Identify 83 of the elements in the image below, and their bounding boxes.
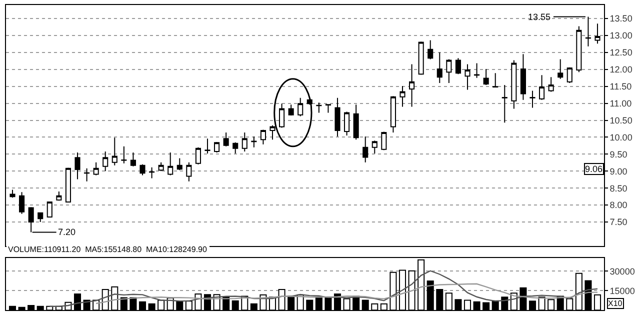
annotation: 9.06	[585, 164, 603, 174]
candlestick	[19, 192, 25, 214]
candlestick	[400, 86, 406, 108]
candlestick	[428, 40, 434, 60]
y-tick-label: 8.00	[610, 200, 628, 210]
line-series	[49, 270, 598, 307]
y-tick-label: 9.50	[610, 149, 628, 160]
candlestick	[279, 103, 285, 128]
y-tick-label: 11.50	[610, 81, 632, 92]
y-tick-label: 12.50	[610, 48, 632, 58]
candlestick	[260, 129, 266, 145]
candlestick	[511, 60, 517, 110]
candlestick	[492, 72, 498, 88]
candlestick	[372, 140, 378, 154]
candlestick	[288, 104, 294, 116]
y-tick-label: 11.00	[610, 98, 632, 108]
candlestick	[325, 104, 331, 114]
candlestick	[204, 138, 210, 154]
candlestick	[232, 142, 238, 154]
candlestick	[158, 162, 164, 172]
candlestick	[214, 141, 220, 153]
candlestick	[381, 131, 387, 151]
candlestick	[334, 97, 340, 138]
candlestick	[362, 136, 368, 163]
candlestick	[140, 164, 146, 176]
candlestick	[251, 136, 257, 148]
candlestick	[242, 132, 248, 152]
candlestick	[93, 162, 99, 176]
candlestick	[455, 58, 461, 75]
candlestick	[353, 104, 359, 140]
candlestick	[585, 16, 591, 47]
y-tick-label: 12.00	[610, 64, 632, 75]
candlestick	[558, 58, 564, 80]
y-tick-label: 10.00	[610, 132, 632, 142]
candlestick	[28, 206, 34, 233]
candlestick	[344, 111, 350, 136]
y-tick-label: 13.00	[610, 30, 632, 41]
y-tick-label: 13.50	[610, 14, 632, 24]
candlestick	[102, 150, 108, 172]
candlestick	[223, 132, 229, 147]
candlestick	[576, 26, 582, 73]
candlestick	[46, 201, 52, 218]
candlestick	[168, 152, 174, 176]
y-tick-label: 10.50	[610, 115, 632, 126]
candlestick	[502, 84, 508, 124]
candlestick	[520, 54, 526, 100]
candlestick	[409, 64, 415, 108]
candlestick	[539, 74, 545, 100]
candlestick	[464, 64, 470, 90]
candlestick	[390, 96, 396, 133]
candlestick	[38, 212, 44, 223]
candlestick	[474, 62, 480, 78]
candlestick	[84, 168, 90, 182]
y-tick-label: 7.50	[610, 217, 628, 228]
candlestick	[483, 68, 489, 86]
candlestick	[594, 23, 600, 44]
candlestick	[418, 41, 424, 76]
candlestick	[436, 52, 442, 84]
candlestick	[530, 90, 536, 108]
annotation: 13.55	[528, 12, 551, 22]
candlestick	[176, 158, 182, 171]
candlestick	[186, 162, 192, 182]
candlestick	[65, 167, 71, 203]
y-tick-label: 8.50	[610, 183, 628, 194]
candlestick	[149, 166, 155, 179]
candlestick	[56, 191, 62, 202]
candlestick	[121, 146, 127, 164]
annotation: 7.20	[58, 227, 76, 237]
y-tick-label: 30000	[610, 266, 635, 276]
annotation: VOLUME:110911.20 MA5:155148.80 MA10:128249.90	[8, 245, 208, 254]
candlestick	[298, 97, 304, 117]
candlestick	[112, 137, 118, 166]
candlestick	[446, 58, 452, 84]
candlestick	[130, 152, 136, 167]
y-tick-label: 15000	[610, 286, 635, 296]
y-tick-label: 9.00	[610, 166, 628, 176]
candlestick	[548, 76, 554, 92]
candlestick	[316, 102, 322, 114]
text: X10	[608, 299, 623, 308]
candlestick	[74, 152, 80, 180]
candlestick	[195, 146, 201, 165]
candlestick	[10, 189, 16, 198]
candlestick	[566, 66, 572, 84]
